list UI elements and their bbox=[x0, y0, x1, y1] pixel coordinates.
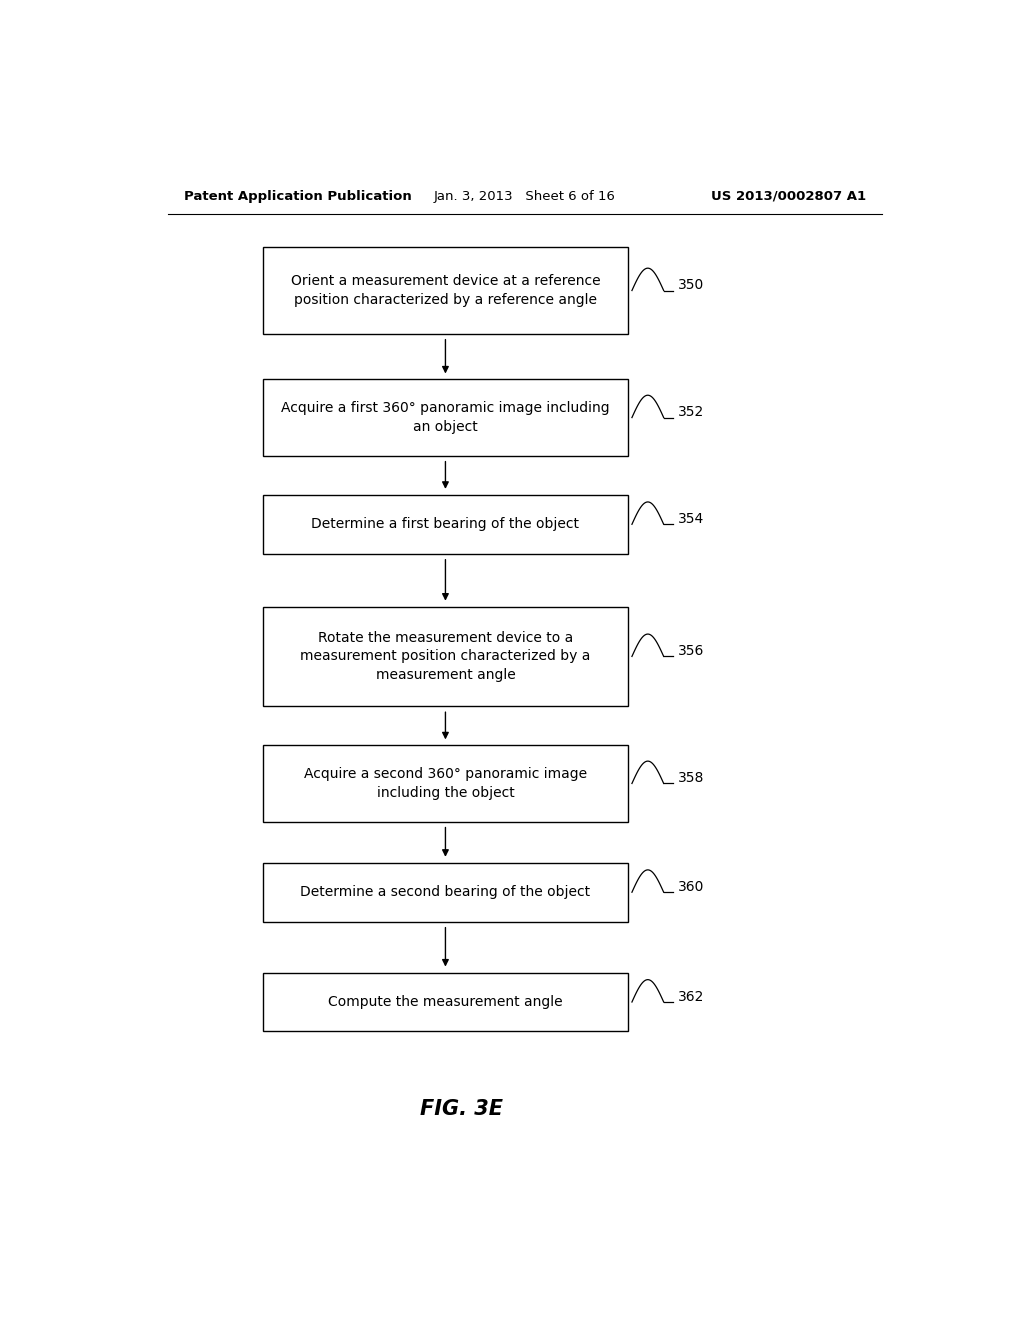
Text: Determine a first bearing of the object: Determine a first bearing of the object bbox=[311, 517, 580, 532]
FancyBboxPatch shape bbox=[263, 247, 628, 334]
FancyBboxPatch shape bbox=[263, 607, 628, 706]
Text: Patent Application Publication: Patent Application Publication bbox=[183, 190, 412, 202]
Text: US 2013/0002807 A1: US 2013/0002807 A1 bbox=[711, 190, 866, 202]
Text: 360: 360 bbox=[678, 880, 705, 894]
Text: FIG. 3E: FIG. 3E bbox=[420, 1098, 503, 1119]
Text: Rotate the measurement device to a
measurement position characterized by a
measu: Rotate the measurement device to a measu… bbox=[300, 631, 591, 682]
Text: 362: 362 bbox=[678, 990, 705, 1005]
Text: Compute the measurement angle: Compute the measurement angle bbox=[328, 995, 563, 1008]
Text: Acquire a first 360° panoramic image including
an object: Acquire a first 360° panoramic image inc… bbox=[282, 401, 609, 434]
Text: 350: 350 bbox=[678, 279, 705, 293]
FancyBboxPatch shape bbox=[263, 863, 628, 921]
Text: 354: 354 bbox=[678, 512, 705, 527]
Text: 358: 358 bbox=[678, 771, 705, 785]
FancyBboxPatch shape bbox=[263, 973, 628, 1031]
Text: Orient a measurement device at a reference
position characterized by a reference: Orient a measurement device at a referen… bbox=[291, 275, 600, 306]
FancyBboxPatch shape bbox=[263, 379, 628, 455]
Text: 352: 352 bbox=[678, 405, 705, 420]
Text: Determine a second bearing of the object: Determine a second bearing of the object bbox=[300, 886, 591, 899]
Text: Acquire a second 360° panoramic image
including the object: Acquire a second 360° panoramic image in… bbox=[304, 767, 587, 800]
FancyBboxPatch shape bbox=[263, 495, 628, 554]
FancyBboxPatch shape bbox=[263, 746, 628, 821]
Text: 356: 356 bbox=[678, 644, 705, 659]
Text: Jan. 3, 2013   Sheet 6 of 16: Jan. 3, 2013 Sheet 6 of 16 bbox=[434, 190, 615, 202]
